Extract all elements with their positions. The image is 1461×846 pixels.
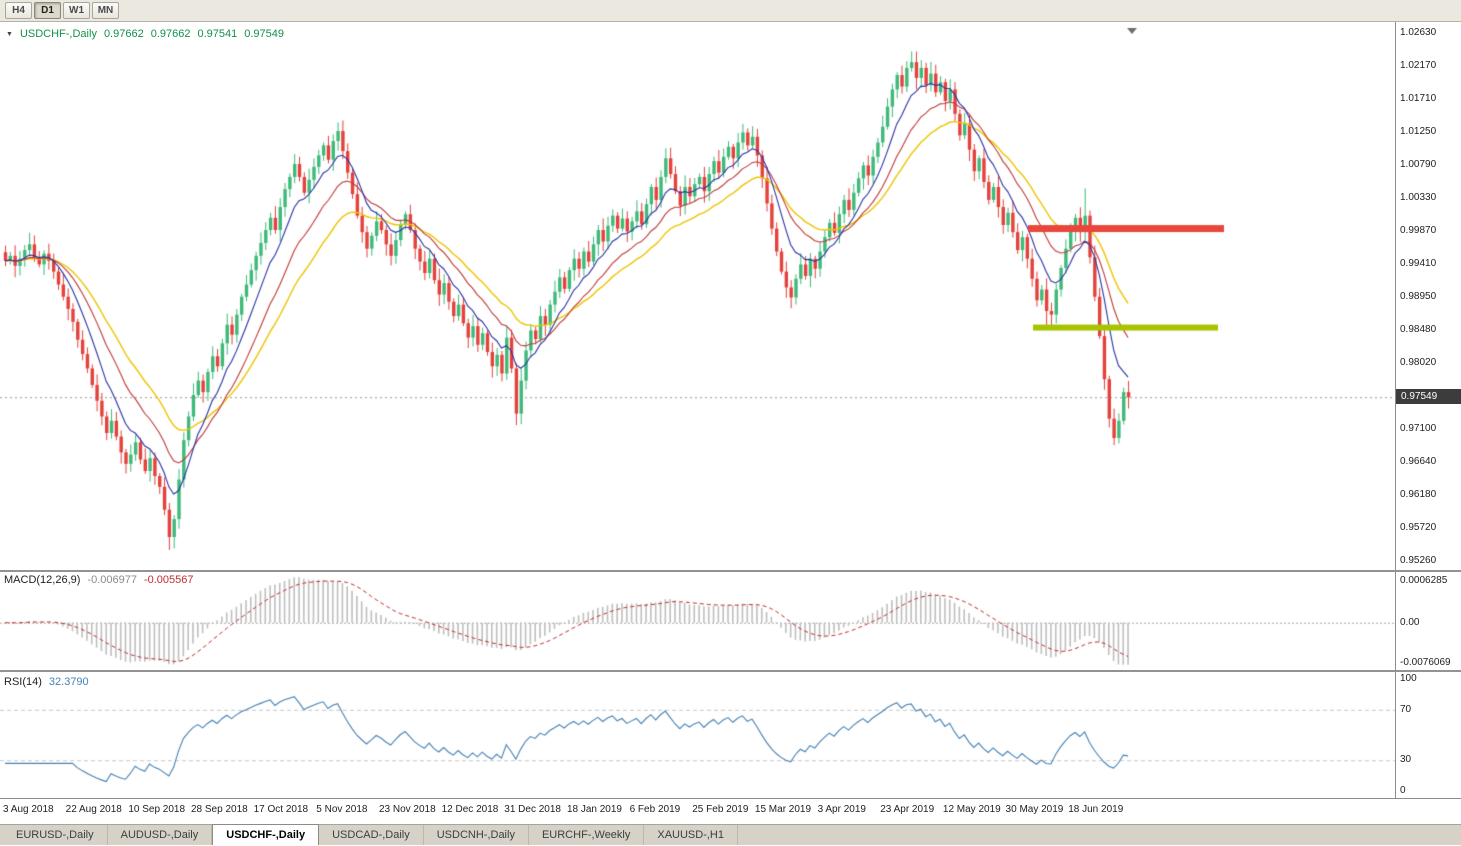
time-axis-label: 31 Dec 2018 bbox=[504, 804, 561, 815]
time-axis-label: 28 Sep 2018 bbox=[190, 804, 248, 815]
price-tick: 1.01710 bbox=[1400, 92, 1437, 104]
symbol-triangle-icon[interactable]: ▼ bbox=[6, 30, 13, 38]
price-tick: 0.99870 bbox=[1400, 224, 1437, 236]
chart-tab-usdcnh-daily[interactable]: USDCNH-,Daily bbox=[424, 825, 529, 845]
price-tick: 0.99410 bbox=[1400, 257, 1437, 269]
price-tick: 0.95720 bbox=[1400, 522, 1437, 534]
price-tick: 0.98480 bbox=[1400, 324, 1437, 336]
price-tick: 1.02170 bbox=[1400, 59, 1437, 71]
price-tick: 1.00790 bbox=[1400, 158, 1437, 170]
time-axis-label: 6 Feb 2019 bbox=[629, 804, 681, 815]
rsi-indicator-header: RSI(14) 32.3790 bbox=[4, 676, 89, 688]
chart-symbol-label: USDCHF-,Daily bbox=[19, 28, 97, 40]
timeframe-button-mn[interactable]: MN bbox=[92, 2, 119, 19]
chart-tab-eurusd-daily[interactable]: EURUSD-,Daily bbox=[3, 825, 108, 845]
macd-main-value: -0.006977 bbox=[87, 574, 137, 586]
rsi-label: RSI(14) bbox=[4, 676, 42, 688]
rsi-axis-30: 30 bbox=[1400, 754, 1412, 766]
chart-tab-usdchf-daily[interactable]: USDCHF-,Daily bbox=[212, 824, 320, 845]
time-axis-label: 12 Dec 2018 bbox=[441, 804, 499, 815]
price-axis-column[interactable]: 1.02630 1.02170 1.01710 1.01250 1.00790 1.003… bbox=[1395, 22, 1461, 798]
price-tick: 0.98950 bbox=[1400, 290, 1437, 302]
time-axis-label: 17 Oct 2018 bbox=[253, 804, 309, 815]
timeframe-toolbar: H4 D1 W1 MN bbox=[0, 0, 1461, 22]
macd-signal-value: -0.005567 bbox=[143, 574, 194, 586]
macd-label: MACD(12,26,9) bbox=[4, 574, 81, 586]
panel-splitter-rsi[interactable] bbox=[0, 670, 1461, 672]
time-axis-label: 18 Jun 2019 bbox=[1068, 804, 1124, 815]
chart-tabs-bar: EURUSD-,Daily AUDUSD-,Daily USDCHF-,Daily U… bbox=[0, 824, 1461, 845]
price-tick: 0.95260 bbox=[1400, 555, 1437, 567]
time-axis-label: 5 Nov 2018 bbox=[316, 804, 368, 815]
time-axis-label: 18 Jan 2019 bbox=[566, 804, 622, 815]
price-tick: 0.96640 bbox=[1400, 456, 1437, 468]
chart-header: ▼ USDCHF-,Daily 0.97662 0.97662 0.97541 … bbox=[6, 28, 284, 40]
price-tick: 1.02630 bbox=[1400, 26, 1437, 38]
time-axis-label: 15 Mar 2019 bbox=[754, 804, 812, 815]
timeframe-button-h4[interactable]: H4 bbox=[5, 2, 32, 19]
ohlc-high: 0.97662 bbox=[150, 28, 191, 40]
price-tick: 0.98020 bbox=[1400, 357, 1437, 369]
price-tick: 1.00330 bbox=[1400, 191, 1437, 203]
time-axis-label: 12 May 2019 bbox=[942, 804, 1001, 815]
ohlc-open: 0.97662 bbox=[103, 28, 144, 40]
time-axis-label: 23 Nov 2018 bbox=[378, 804, 436, 815]
time-axis-label: 3 Aug 2018 bbox=[3, 804, 54, 815]
chart-tab-usdcad-daily[interactable]: USDCAD-,Daily bbox=[319, 825, 424, 845]
chart-tab-xauusd-h1[interactable]: XAUUSD-,H1 bbox=[644, 825, 738, 845]
rsi-axis-100: 100 bbox=[1400, 673, 1417, 684]
current-price-badge: 0.97549 bbox=[1396, 389, 1461, 405]
price-tick: 0.96180 bbox=[1400, 489, 1437, 501]
ohlc-close: 0.97549 bbox=[244, 28, 284, 40]
panel-splitter-macd[interactable] bbox=[0, 570, 1461, 572]
time-axis-label: 22 Aug 2018 bbox=[65, 804, 122, 815]
price-tick: 1.01250 bbox=[1400, 125, 1437, 137]
time-axis-label: 23 Apr 2019 bbox=[880, 804, 935, 815]
time-axis-label: 10 Sep 2018 bbox=[128, 804, 186, 815]
macd-indicator-header: MACD(12,26,9) -0.006977 -0.005567 bbox=[4, 574, 194, 586]
ohlc-low: 0.97541 bbox=[197, 28, 238, 40]
timeframe-button-d1[interactable]: D1 bbox=[34, 2, 61, 19]
time-axis-label: 3 Apr 2019 bbox=[817, 804, 866, 815]
macd-axis-zero: 0.00 bbox=[1400, 616, 1420, 628]
chart-tab-eurchf-weekly[interactable]: EURCHF-,Weekly bbox=[529, 825, 645, 845]
rsi-axis-0: 0 bbox=[1400, 785, 1406, 796]
macd-axis-min: -0.0076069 bbox=[1400, 657, 1451, 668]
macd-axis-max: 0.0006285 bbox=[1400, 575, 1448, 586]
time-axis[interactable]: 3 Aug 2018 22 Aug 2018 10 Sep 2018 28 Sep 2… bbox=[0, 798, 1461, 824]
price-chart-canvas[interactable] bbox=[0, 22, 1395, 798]
timeframe-button-w1[interactable]: W1 bbox=[63, 2, 90, 19]
price-tick: 0.97100 bbox=[1400, 423, 1437, 435]
time-axis-label: 30 May 2019 bbox=[1005, 804, 1064, 815]
chart-tab-audusd-daily[interactable]: AUDUSD-,Daily bbox=[108, 825, 213, 845]
time-axis-label: 25 Feb 2019 bbox=[692, 804, 749, 815]
rsi-value: 32.3790 bbox=[48, 676, 89, 688]
rsi-axis-70: 70 bbox=[1400, 703, 1412, 715]
